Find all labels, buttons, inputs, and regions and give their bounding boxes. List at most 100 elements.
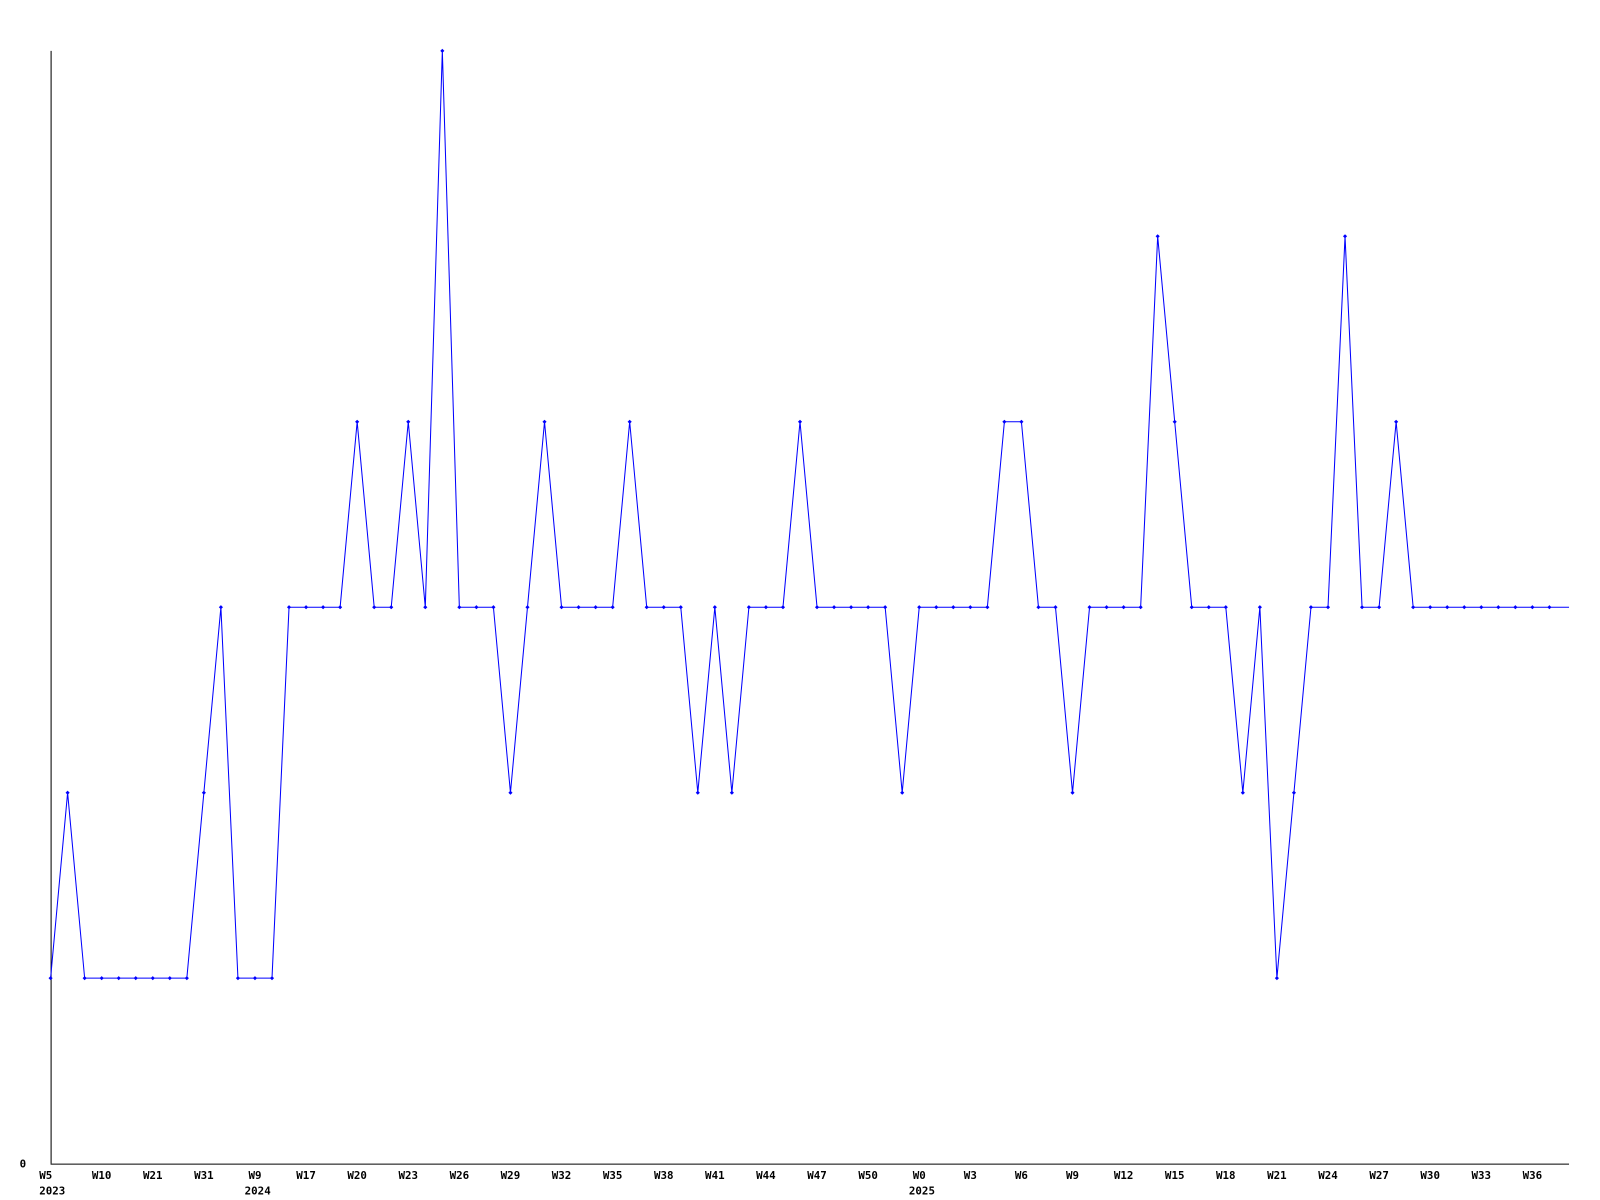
- data-point: [1445, 605, 1450, 610]
- data-point: [1036, 605, 1041, 610]
- x-tick-label: W20: [347, 1169, 367, 1182]
- data-point: [627, 419, 632, 424]
- x-tick-label: W15: [1165, 1169, 1185, 1182]
- data-point: [797, 419, 803, 424]
- data-point: [712, 605, 717, 610]
- data-point: [1342, 234, 1348, 239]
- data-point: [1411, 605, 1416, 610]
- x-tick-label: W38: [654, 1169, 674, 1182]
- x-tick-label: W44: [756, 1169, 776, 1182]
- data-point: [1002, 419, 1007, 424]
- data-point: [695, 790, 700, 795]
- series-line: [50, 50, 1570, 979]
- data-point: [661, 605, 666, 610]
- data-point: [525, 605, 530, 610]
- x-tick-label: W24: [1318, 1169, 1338, 1182]
- data-point: [1206, 605, 1211, 610]
- data-point: [1325, 605, 1331, 610]
- data-point: [1223, 605, 1228, 610]
- data-point: [729, 790, 734, 795]
- x-tick-label: W12: [1114, 1169, 1134, 1182]
- data-point: [1189, 605, 1194, 610]
- data-point: [1155, 234, 1160, 239]
- data-point: [65, 790, 70, 795]
- x-tick-label: W35: [603, 1169, 623, 1182]
- data-point: [1291, 790, 1296, 795]
- x-tick-label: W5: [39, 1169, 52, 1182]
- data-point: [968, 605, 973, 610]
- data-point: [389, 605, 394, 610]
- data-point: [1240, 790, 1245, 795]
- x-tick-label: W29: [501, 1169, 521, 1182]
- data-point: [1121, 605, 1126, 610]
- x-tick-label: W26: [450, 1169, 470, 1182]
- data-point: [576, 605, 581, 610]
- data-point: [99, 976, 104, 981]
- data-point: [610, 605, 615, 610]
- data-point: [934, 605, 939, 610]
- data-point: [1019, 419, 1024, 424]
- data-point: [1360, 605, 1365, 610]
- x-tick-label: W33: [1472, 1169, 1492, 1182]
- x-tick-label: W41: [705, 1169, 725, 1182]
- x-tick-label: W47: [807, 1169, 827, 1182]
- data-point: [1104, 605, 1109, 610]
- data-point: [406, 419, 411, 424]
- data-point: [252, 976, 258, 981]
- x-tick-label: W6: [1015, 1169, 1028, 1182]
- data-point: [814, 605, 820, 610]
- data-point: [1257, 605, 1262, 610]
- data-point: [116, 976, 121, 981]
- data-point: [150, 976, 155, 981]
- x-tick-label: W32: [552, 1169, 572, 1182]
- x-tick-label: W50: [858, 1169, 878, 1182]
- x-tick-label: W3: [964, 1169, 977, 1182]
- data-point: [235, 976, 240, 981]
- data-point: [1394, 419, 1399, 424]
- data-point: [900, 790, 905, 795]
- data-point: [184, 976, 189, 981]
- x-tick-label: W10: [92, 1169, 112, 1182]
- data-point: [474, 605, 479, 610]
- x-tick-label: W30: [1420, 1169, 1440, 1182]
- data-point: [48, 976, 53, 981]
- data-point: [763, 605, 768, 610]
- x-tick-label: W0: [913, 1169, 926, 1182]
- data-point: [1513, 605, 1518, 610]
- x-tick-label: W9: [1066, 1169, 1079, 1182]
- data-point: [1274, 976, 1279, 981]
- data-point: [866, 605, 871, 610]
- data-point: [218, 605, 223, 610]
- data-point: [167, 976, 172, 981]
- data-point: [917, 605, 922, 610]
- data-point: [355, 419, 360, 424]
- year-label: 2023: [39, 1185, 65, 1198]
- x-tick-label: W17: [296, 1169, 316, 1182]
- data-point: [746, 605, 751, 610]
- data-point: [372, 605, 377, 610]
- data-point: [985, 605, 990, 610]
- data-point: [593, 605, 598, 610]
- x-tick-label: W36: [1523, 1169, 1543, 1182]
- data-point: [286, 605, 292, 610]
- data-point: [542, 419, 547, 424]
- x-tick-label: W18: [1216, 1169, 1236, 1182]
- y-tick-label: 0: [20, 1158, 27, 1171]
- data-point: [338, 605, 343, 610]
- x-tick-label: W27: [1369, 1169, 1389, 1182]
- data-point: [1530, 605, 1535, 610]
- data-point: [304, 605, 309, 610]
- data-point: [201, 790, 206, 795]
- data-point: [1172, 419, 1177, 424]
- data-point: [559, 605, 564, 610]
- data-point: [440, 48, 445, 53]
- x-tick-label: W23: [398, 1169, 418, 1182]
- x-tick-label: W21: [143, 1169, 163, 1182]
- data-point: [1138, 605, 1143, 610]
- data-point: [1308, 605, 1314, 610]
- data-point: [1087, 605, 1092, 610]
- data-point: [644, 605, 649, 610]
- x-tick-label: W31: [194, 1169, 214, 1182]
- x-tick-label: W21: [1267, 1169, 1287, 1182]
